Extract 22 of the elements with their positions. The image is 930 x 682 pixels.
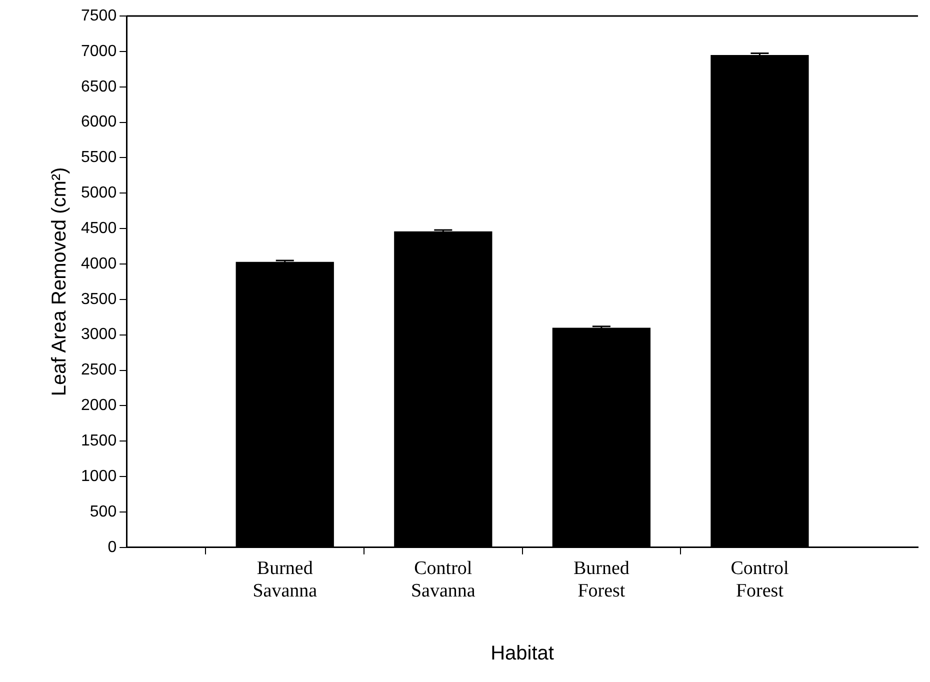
y-tick-label: 1500 — [81, 432, 117, 450]
y-tick-label: 6000 — [81, 114, 117, 131]
y-tick-label: 5000 — [81, 184, 117, 202]
y-tick-label: 6500 — [81, 78, 117, 96]
y-tick-label: 7500 — [81, 7, 117, 24]
y-tick-label: 1000 — [81, 468, 117, 485]
x-tick-label: Control Savanna — [410, 558, 476, 602]
y-tick-label: 4000 — [81, 255, 117, 272]
y-tick-label: 4500 — [81, 220, 117, 237]
y-tick-label: 3500 — [81, 290, 117, 308]
y-tick-label: 0 — [108, 538, 117, 556]
x-axis-title: Habitat — [490, 642, 554, 665]
x-tick-label: Control Forest — [730, 558, 789, 602]
x-tick-label: Burned Savanna — [252, 558, 318, 602]
y-tick-label: 2500 — [81, 362, 117, 379]
y-axis-title: Leaf Area Removed (cm²) — [48, 167, 71, 396]
y-tick-label: 7000 — [81, 42, 117, 60]
x-tick-label: Burned Forest — [573, 558, 630, 602]
y-tick-label: 3000 — [81, 326, 117, 344]
y-tick-label: 5500 — [81, 149, 117, 166]
y-tick-label: 500 — [90, 503, 117, 520]
y-tick-label: 2000 — [81, 397, 117, 414]
